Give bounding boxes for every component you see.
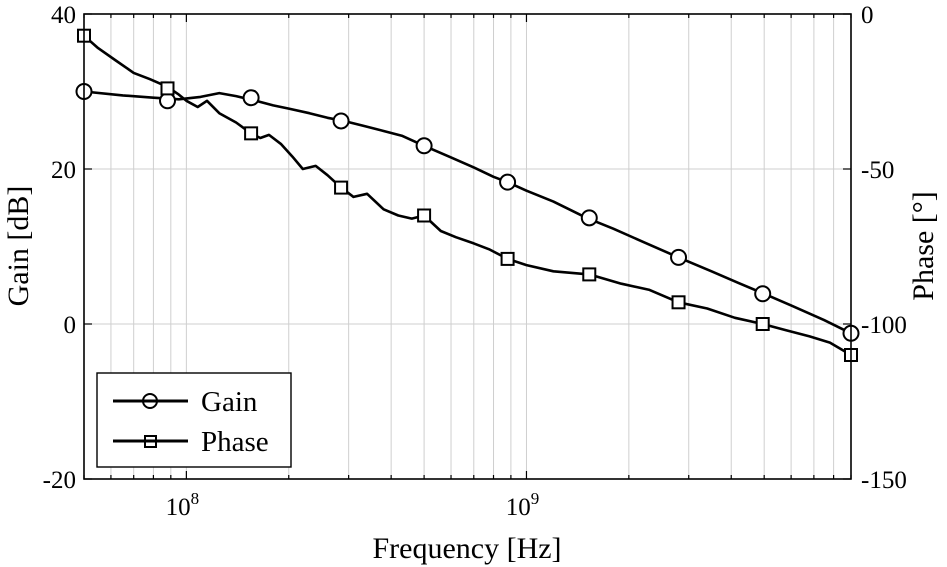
phase-data-point: [671, 295, 686, 310]
gain-data-point: [754, 285, 772, 303]
y-axis-left-title: Gain [dB]: [2, 186, 35, 307]
phase-data-point: [755, 317, 770, 331]
y-right-tick-label: 0: [861, 2, 874, 29]
gain-data-point: [670, 248, 688, 266]
y-left-tick-label: -20: [43, 467, 76, 494]
series-layer: [75, 28, 860, 362]
legend-phase-label: Phase: [201, 426, 269, 458]
gain-data-point: [332, 112, 350, 130]
legend-phase-marker: [144, 435, 157, 448]
y-left-tick-label: 40: [51, 2, 76, 29]
grid-lines: [83, 13, 852, 480]
y-left-tick-label: 20: [51, 157, 76, 184]
phase-data-point: [160, 81, 175, 96]
phase-data-point: [500, 251, 515, 266]
gain-data-point: [580, 209, 598, 227]
phase-data-point: [334, 180, 349, 195]
gain-data-point: [415, 137, 433, 155]
phase-data-point: [417, 208, 432, 223]
legend: Gain Phase: [96, 372, 292, 468]
y-right-tick-label: -150: [861, 467, 907, 494]
y-axis-right-title: Phase [°]: [907, 191, 940, 300]
phase-data-point: [244, 126, 259, 141]
y-left-tick-label: 0: [64, 312, 77, 339]
phase-series-line: [83, 34, 852, 357]
y-right-tick-label: -50: [861, 157, 894, 184]
legend-box: [96, 372, 292, 468]
legend-gain-marker: [142, 393, 158, 409]
y-right-tick-label: -100: [861, 312, 907, 339]
axis-ticks: -20 0 20 40 -150 -100 -50 0 108 109: [43, 2, 907, 521]
phase-data-point: [582, 267, 597, 282]
gain-data-point: [158, 92, 176, 110]
plot-frame: [83, 13, 852, 480]
gain-data-point: [499, 173, 517, 191]
x-axis-title: Frequency [Hz]: [372, 532, 561, 565]
x-tick-label: 109: [506, 489, 540, 521]
x-tick-label: 108: [166, 489, 200, 521]
gain-data-point: [242, 89, 260, 107]
legend-gain-label: Gain: [201, 386, 258, 418]
